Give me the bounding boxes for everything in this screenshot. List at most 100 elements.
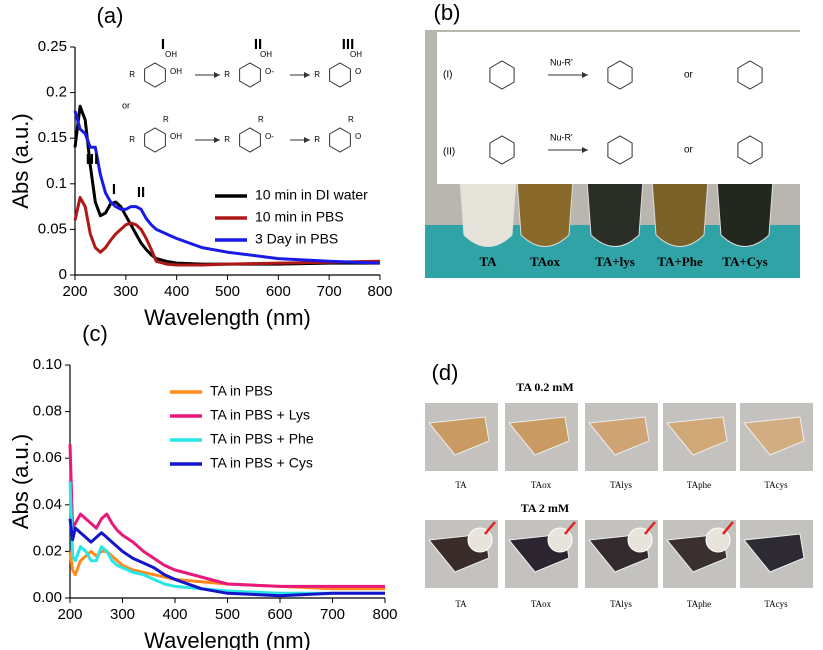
series-line	[73, 110, 381, 265]
scheme-text: Nu-R'	[550, 132, 573, 142]
sample-label: TAcys	[764, 599, 788, 609]
substituent: R	[224, 135, 230, 144]
panel-label: (d)	[432, 360, 459, 385]
tube	[508, 416, 570, 456]
scheme-label: III	[342, 36, 355, 53]
arrow-head	[214, 72, 220, 78]
legend-label: 10 min in PBS	[255, 209, 344, 225]
substituent: R	[258, 115, 264, 124]
y-axis-label: Abs (a.u.)	[8, 434, 33, 529]
sample-label: TA+Cys	[722, 254, 767, 269]
x-tick-label: 300	[113, 283, 138, 300]
sample-label: TAox	[531, 599, 552, 609]
x-tick-label: 600	[267, 606, 292, 623]
substituent: OH	[260, 50, 272, 59]
ring	[489, 135, 515, 165]
series-line	[68, 481, 385, 595]
sample-label: TAphe	[687, 480, 711, 490]
substituent: O	[355, 67, 361, 76]
scheme-text: Nu-R'	[550, 57, 573, 67]
tube	[716, 179, 774, 247]
y-tick-label: 0.05	[38, 220, 67, 237]
x-tick-label: 700	[320, 606, 345, 623]
x-axis-label: Wavelength (nm)	[144, 628, 311, 650]
y-tick-label: 0.06	[33, 449, 62, 466]
ring	[144, 62, 166, 88]
substituent: O	[355, 132, 361, 141]
scheme-label: II	[254, 36, 262, 53]
y-tick-label: 0.04	[33, 496, 62, 513]
pointer-arrow	[484, 521, 496, 535]
sample-label: TAcys	[764, 480, 788, 490]
tube	[743, 416, 805, 456]
x-tick-label: 500	[215, 283, 240, 300]
pointer-arrow	[564, 521, 576, 535]
y-tick-label: 0.08	[33, 403, 62, 420]
scheme-box	[437, 32, 810, 184]
x-tick-label: 700	[317, 283, 342, 300]
substituent: OH	[350, 50, 362, 59]
y-tick-label: 0.2	[46, 84, 67, 101]
sample-label: TAphe	[687, 599, 711, 609]
tube	[586, 179, 644, 247]
legend-label: TA in PBS + Phe	[210, 431, 314, 447]
series-line	[68, 444, 385, 588]
ring	[144, 127, 166, 153]
legend-label: 3 Day in PBS	[255, 231, 338, 247]
scheme-text: (I)	[443, 70, 452, 81]
y-axis-label: Abs (a.u.)	[8, 113, 33, 208]
ring	[489, 60, 515, 90]
x-tick-label: 800	[372, 606, 397, 623]
panel-label: (a)	[97, 3, 124, 28]
ring	[329, 127, 351, 153]
substituent: O-	[265, 132, 274, 141]
row-title: TA 0.2 mM	[516, 380, 573, 394]
y-tick-label: 0.15	[38, 129, 67, 146]
x-tick-label: 200	[57, 606, 82, 623]
scheme-text: or	[684, 145, 694, 156]
scheme-label: I	[161, 36, 165, 53]
panel-label: (c)	[82, 321, 108, 346]
ring	[607, 135, 633, 165]
tube	[428, 416, 490, 456]
ring	[737, 135, 763, 165]
y-tick-label: 0.10	[33, 356, 62, 373]
tube	[743, 533, 805, 573]
substituent: R	[314, 70, 320, 79]
ring	[329, 62, 351, 88]
sample-label: TAlys	[610, 599, 632, 609]
legend-label: TA in PBS + Lys	[210, 407, 310, 423]
substituent: R	[314, 135, 320, 144]
row-title: TA 2 mM	[521, 501, 569, 515]
pointer-arrow	[644, 521, 656, 535]
x-tick-label: 400	[162, 606, 187, 623]
tube	[651, 179, 709, 247]
annotation: II	[137, 184, 145, 201]
y-tick-label: 0.02	[33, 542, 62, 559]
y-tick-label: 0	[59, 266, 67, 283]
pointer-arrow	[722, 521, 734, 535]
x-tick-label: 500	[215, 606, 240, 623]
sample-label: TAox	[531, 480, 552, 490]
arrow-head	[214, 137, 220, 143]
substituent: OH	[170, 132, 182, 141]
x-tick-label: 800	[367, 283, 392, 300]
x-tick-label: 400	[164, 283, 189, 300]
legend-label: 10 min in DI water	[255, 187, 368, 203]
legend-label: TA in PBS + Cys	[210, 455, 313, 471]
scheme-text: or	[684, 70, 694, 81]
ring	[239, 127, 261, 153]
arrow-head	[304, 137, 310, 143]
x-tick-label: 200	[62, 283, 87, 300]
ring	[239, 62, 261, 88]
scheme-or: or	[122, 100, 130, 110]
sample-label: TA+lys	[595, 254, 635, 269]
sample-label: TAlys	[610, 480, 632, 490]
substituent: O-	[265, 67, 274, 76]
sample-label: TA	[455, 599, 467, 609]
arrow-head	[582, 147, 588, 153]
panel-label: (b)	[434, 0, 461, 25]
substituent: R	[224, 70, 230, 79]
y-tick-label: 0.1	[46, 175, 67, 192]
arrow-head	[582, 72, 588, 78]
